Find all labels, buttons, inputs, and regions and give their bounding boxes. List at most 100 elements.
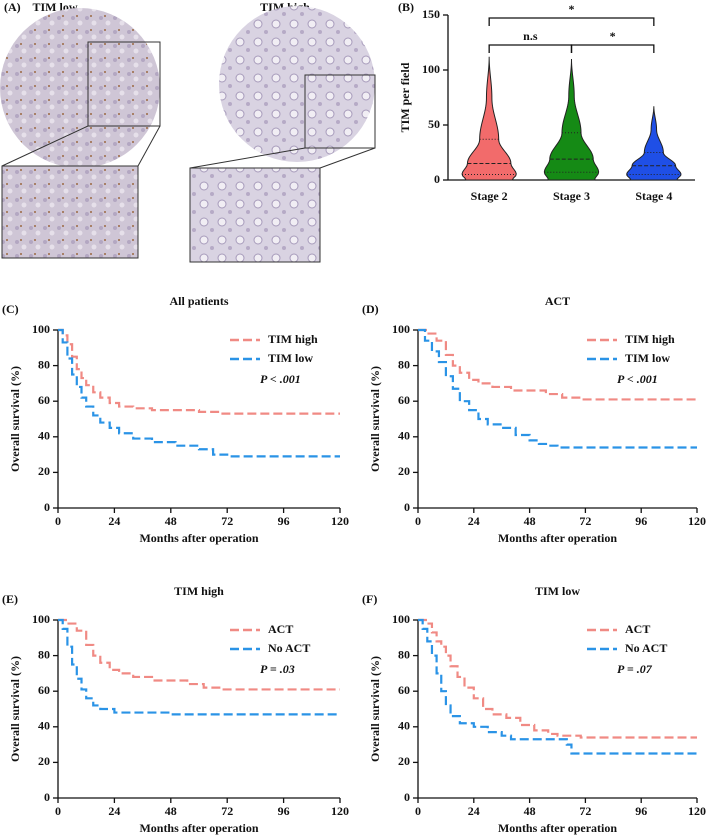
x-tick-label: Stage 3: [553, 189, 590, 203]
p-value: P = .03: [260, 662, 295, 676]
x-tick-label: 0: [415, 804, 421, 818]
violin: [543, 58, 600, 181]
legend-label: ACT: [625, 622, 650, 636]
y-tick-label: 0: [44, 790, 50, 804]
x-tick-label: 96: [635, 514, 647, 528]
x-axis-label: Months after operation: [498, 821, 617, 835]
y-axis-label: TIM per field: [398, 62, 412, 132]
y-tick-label: 40: [38, 719, 50, 733]
legend-label: TIM low: [625, 351, 670, 365]
zoom-line: [189, 147, 306, 169]
y-axis-label: Overall survival (%): [8, 656, 22, 762]
x-tick-label: 48: [165, 804, 177, 818]
x-tick-label: 72: [579, 804, 591, 818]
legend-label: ACT: [268, 622, 293, 636]
y-axis-label: Overall survival (%): [368, 366, 382, 472]
p-value: P = .07: [617, 662, 653, 676]
zoom-inset: [1, 165, 139, 259]
survival-curve: [58, 328, 340, 415]
zoom-line: [137, 125, 161, 167]
x-axis-label: Months after operation: [139, 531, 258, 545]
x-tick-label: 72: [221, 514, 233, 528]
x-tick-label: 72: [221, 804, 233, 818]
panel-label: (B): [398, 0, 414, 14]
x-tick-label: 72: [579, 514, 591, 528]
significance-bracket: [488, 44, 573, 53]
survival-curve: [58, 618, 340, 716]
violin: [461, 56, 517, 181]
significance-label: *: [569, 2, 575, 16]
y-tick-label: 0: [404, 790, 410, 804]
y-axis-label: Overall survival (%): [368, 656, 382, 762]
y-tick-label: 40: [398, 429, 410, 443]
x-tick-label: 48: [165, 514, 177, 528]
zoom-inset: [189, 167, 321, 263]
y-tick-label: 100: [32, 612, 50, 626]
x-tick-label: 120: [688, 804, 706, 818]
panel-label: (E): [2, 592, 18, 606]
survival-curve: [58, 618, 340, 691]
tissue-core: [0, 8, 160, 168]
significance-bracket: [488, 17, 655, 26]
x-tick-label: 24: [468, 514, 480, 528]
y-tick-label: 100: [32, 322, 50, 336]
y-tick-label: 60: [38, 683, 50, 697]
y-tick-label: 60: [398, 393, 410, 407]
y-tick-label: 0: [404, 500, 410, 514]
x-tick-label: 24: [468, 804, 480, 818]
y-tick-label: 60: [398, 683, 410, 697]
x-tick-label: 96: [635, 804, 647, 818]
panel-label: (D): [362, 302, 379, 316]
y-tick-label: 60: [38, 393, 50, 407]
x-tick-label: 120: [331, 804, 349, 818]
x-tick-label: 0: [415, 514, 421, 528]
y-axis-label: Overall survival (%): [8, 366, 22, 472]
panel-label: (C): [2, 302, 19, 316]
x-axis-label: Months after operation: [139, 821, 258, 835]
y-tick-label: 100: [422, 62, 440, 76]
y-tick-label: 80: [398, 357, 410, 371]
chart-title: ACT: [545, 294, 570, 308]
legend-label: TIM high: [268, 332, 318, 346]
zoom-box: [87, 41, 161, 127]
zoom-line: [1, 125, 89, 167]
legend-label: No ACT: [625, 641, 667, 655]
y-tick-label: 50: [428, 117, 440, 131]
y-tick-label: 20: [398, 464, 410, 478]
y-tick-label: 20: [38, 754, 50, 768]
legend-label: TIM low: [268, 351, 313, 365]
significance-label: n.s: [523, 29, 538, 43]
chart-title: TIM high: [174, 584, 224, 598]
y-tick-label: 150: [422, 7, 440, 21]
x-tick-label: Stage 4: [635, 189, 672, 203]
legend-label: No ACT: [268, 641, 310, 655]
significance-label: *: [610, 29, 616, 43]
y-tick-label: 40: [38, 429, 50, 443]
panel-label: (A): [4, 0, 21, 14]
survival-curve: [418, 328, 697, 401]
y-tick-label: 0: [44, 500, 50, 514]
y-tick-label: 40: [398, 719, 410, 733]
x-axis-label: Months after operation: [498, 531, 617, 545]
y-tick-label: 20: [38, 464, 50, 478]
zoom-box: [304, 74, 376, 149]
x-tick-label: 96: [278, 804, 290, 818]
y-tick-label: 100: [392, 612, 410, 626]
y-tick-label: 100: [392, 322, 410, 336]
y-tick-label: 80: [38, 647, 50, 661]
y-tick-label: 80: [398, 647, 410, 661]
y-tick-label: 20: [398, 754, 410, 768]
x-tick-label: 24: [108, 804, 120, 818]
x-tick-label: 120: [331, 514, 349, 528]
chart-title: All patients: [169, 294, 228, 308]
significance-bracket: [570, 44, 655, 53]
histology-images: (A) TIM low TIM high: [0, 0, 376, 263]
survival-curve: [418, 328, 697, 449]
survival-curve: [418, 618, 697, 739]
x-tick-label: 48: [524, 804, 536, 818]
x-tick-label: 0: [55, 804, 61, 818]
violin: [626, 106, 682, 181]
legend-label: TIM high: [625, 332, 675, 346]
x-tick-label: 120: [688, 514, 706, 528]
tissue-core: [219, 6, 375, 162]
